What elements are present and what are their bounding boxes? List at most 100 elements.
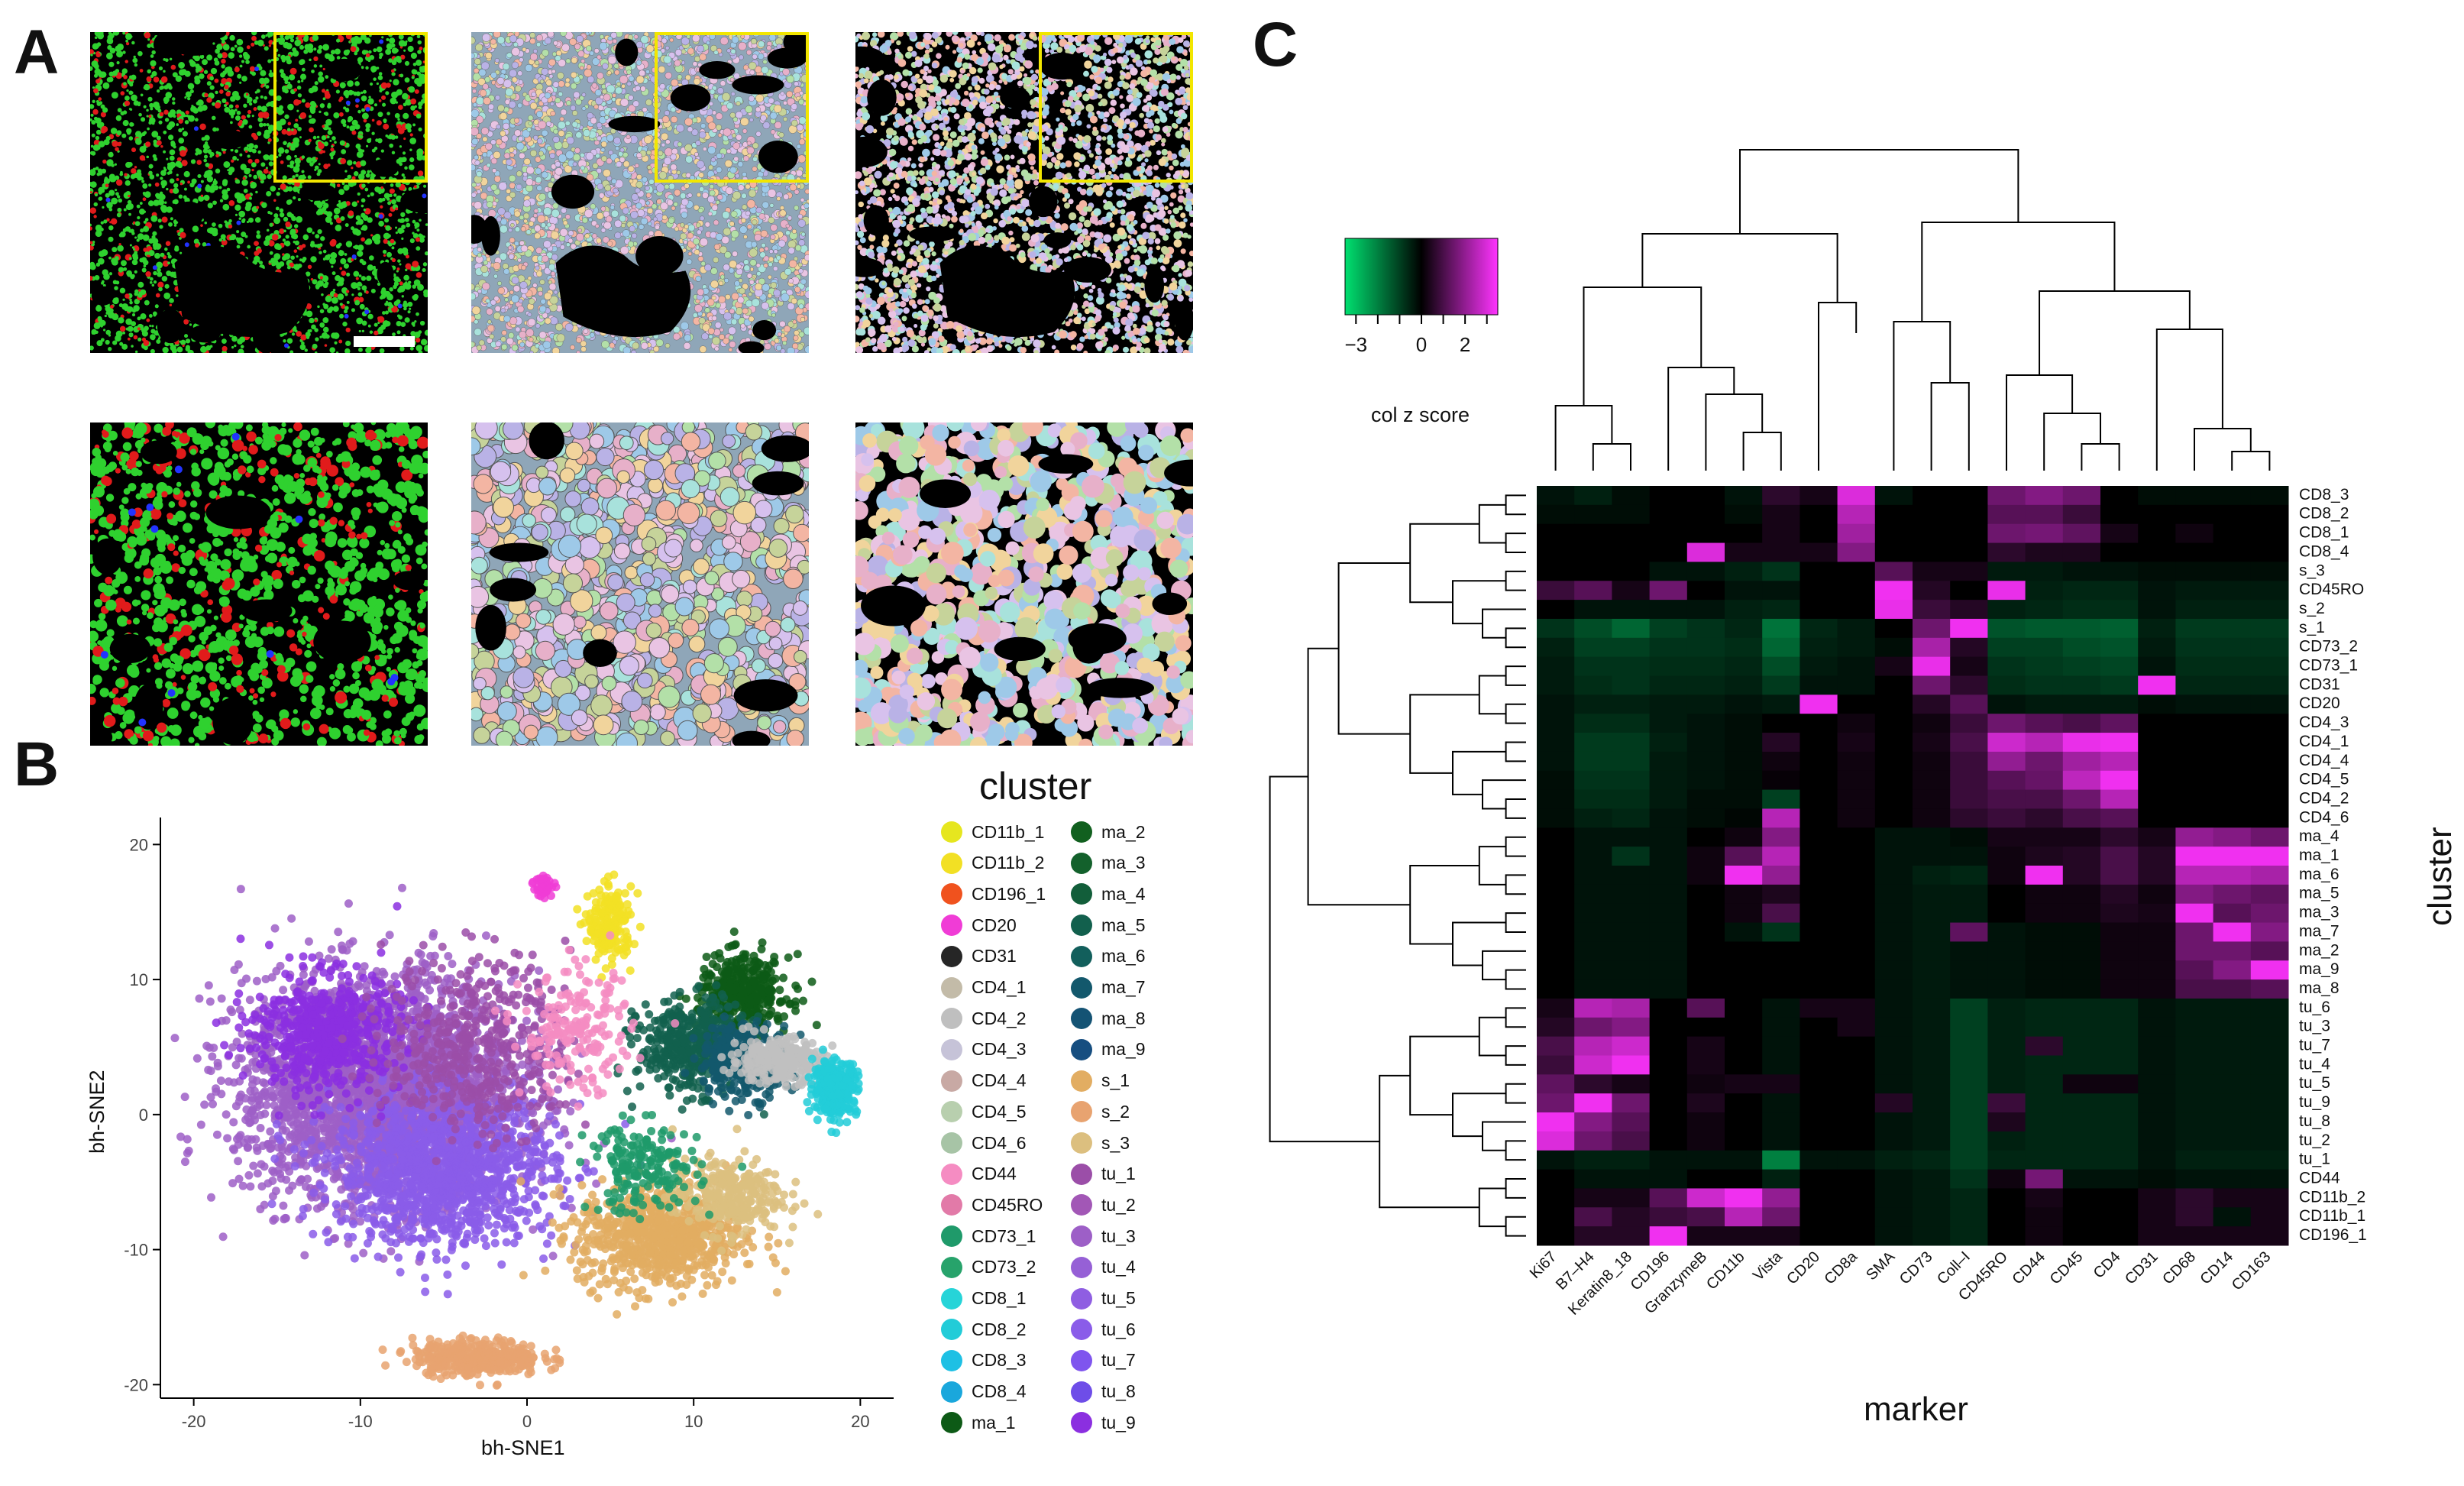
tsne-point (390, 972, 399, 981)
tsne-point (377, 1161, 386, 1170)
tsne-point (309, 1188, 319, 1197)
tsne-point (451, 1161, 461, 1170)
tsne-point (525, 1101, 535, 1110)
tsne-point (299, 1148, 308, 1157)
inset-box-masks (1039, 32, 1193, 183)
tsne-point (405, 1131, 414, 1141)
tile-a-zoom-segmentation (471, 422, 809, 746)
tsne-point (243, 1135, 252, 1144)
tsne-point (458, 1125, 467, 1134)
tsne-point (253, 1169, 262, 1178)
tsne-point (454, 1181, 463, 1190)
tsne-point (246, 1182, 255, 1191)
tsne-point (475, 1148, 484, 1157)
tsne-point (399, 1156, 409, 1165)
tsne-point (513, 1231, 522, 1240)
tsne-point (547, 986, 556, 995)
panel-label-a: A (14, 21, 59, 84)
tsne-point (363, 1213, 372, 1222)
tsne-point (183, 1148, 192, 1157)
tsne-point (498, 1187, 507, 1196)
tsne-y-tick-label: 10 (130, 970, 148, 989)
tsne-point (300, 1054, 309, 1063)
tsne-point (553, 1085, 562, 1094)
tsne-point (425, 1064, 435, 1073)
tsne-point (285, 973, 294, 983)
tsne-point (429, 928, 438, 937)
tsne-point (208, 1052, 217, 1061)
tsne-point (494, 1177, 503, 1187)
tsne-point (454, 1102, 464, 1111)
tsne-point (289, 1007, 298, 1016)
tsne-point (372, 1188, 381, 1197)
tsne-point (542, 1156, 551, 1165)
tsne-point (222, 1110, 231, 1119)
tsne-point (375, 1179, 384, 1188)
tsne-point (389, 1038, 398, 1047)
tsne-point (289, 1144, 299, 1154)
tsne-point (363, 1025, 372, 1034)
tsne-point (296, 1044, 305, 1054)
tsne-point (413, 1149, 422, 1158)
tsne-point (412, 1131, 422, 1140)
tsne-point (259, 1078, 268, 1087)
tsne-point (260, 1200, 269, 1209)
tile-a-overview-masks (855, 32, 1193, 353)
tsne-x-tick-label: -20 (182, 1412, 206, 1431)
tsne-point (481, 931, 490, 940)
tsne-point (205, 997, 215, 1006)
tsne-point (300, 1140, 309, 1149)
tsne-point (388, 1028, 397, 1037)
tsne-point (310, 1157, 319, 1167)
tsne-point (441, 1255, 451, 1264)
tsne-point (443, 974, 452, 983)
tsne-point (274, 1111, 283, 1120)
tsne-point (370, 1154, 379, 1164)
tsne-point (527, 1172, 536, 1181)
tsne-point (253, 1146, 262, 1155)
tsne-point (367, 971, 377, 980)
tsne-point (393, 902, 402, 911)
tsne-point (271, 1063, 280, 1072)
tsne-point (332, 1145, 341, 1154)
tsne-point (270, 1214, 280, 1223)
tsne-point (313, 1029, 322, 1038)
tsne-point (380, 989, 390, 998)
tsne-point (522, 1216, 531, 1225)
tsne-point (481, 1242, 490, 1251)
tsne-point (245, 1119, 254, 1128)
tsne-point (427, 1133, 436, 1142)
tsne-point (412, 1121, 421, 1130)
tsne-point (409, 996, 418, 1005)
tsne-point (576, 1174, 585, 1183)
tsne-point (331, 1157, 340, 1166)
tsne-point (414, 1193, 423, 1202)
tsne-point (336, 1102, 345, 1112)
tsne-point (283, 1018, 293, 1027)
tsne-point (409, 1225, 418, 1235)
tsne-point (476, 1225, 485, 1235)
tsne-point (341, 1114, 351, 1123)
tsne-point (359, 973, 368, 983)
tsne-point (419, 940, 428, 950)
tsne-point (490, 1229, 499, 1238)
tsne-point (341, 1089, 351, 1098)
tsne-point (270, 924, 280, 933)
tsne-point (324, 1039, 333, 1048)
tsne-point (234, 989, 244, 999)
tsne-point (346, 1144, 355, 1154)
tsne-point (268, 1192, 277, 1201)
tsne-point (338, 1125, 347, 1134)
tsne-point (478, 1129, 487, 1138)
tsne-point (294, 1031, 303, 1040)
tsne-point (295, 1014, 304, 1023)
tsne-point (244, 1170, 254, 1180)
tsne-point (267, 1199, 276, 1209)
tsne-point (352, 1080, 361, 1089)
tsne-point (443, 1290, 452, 1299)
tsne-point (325, 973, 335, 982)
tsne-point (418, 966, 427, 976)
tsne-point (267, 1077, 276, 1086)
tsne-point (383, 1206, 392, 1215)
tsne-point (533, 1148, 542, 1157)
